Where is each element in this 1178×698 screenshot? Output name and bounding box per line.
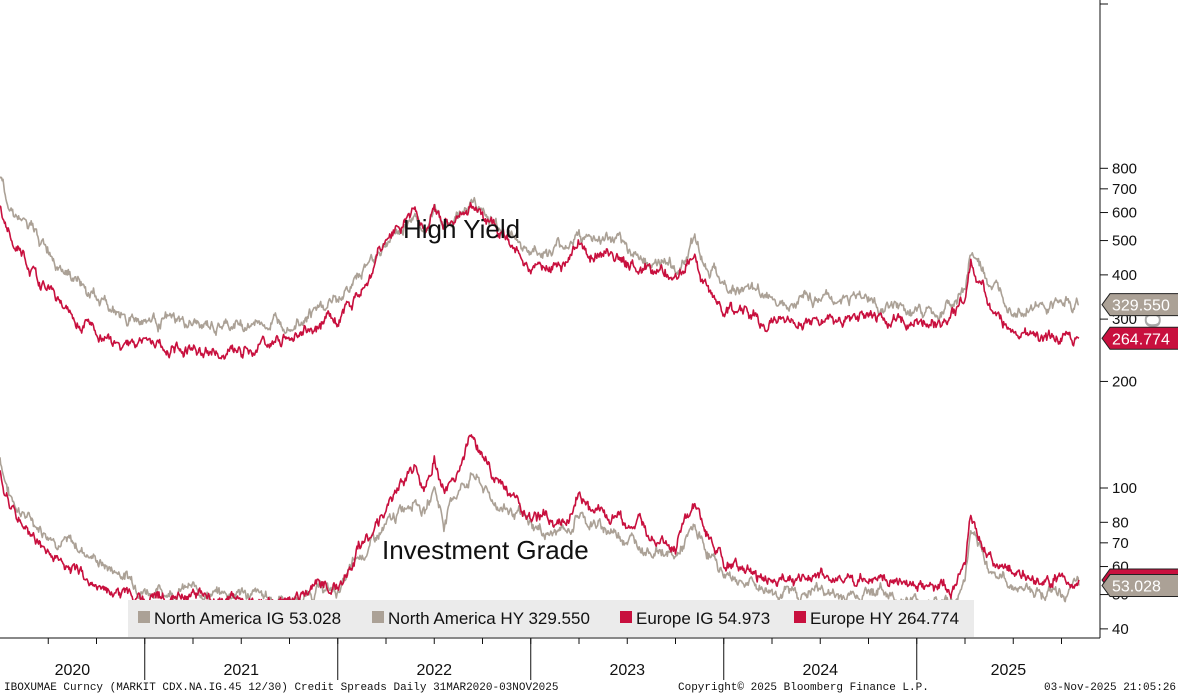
footer-timestamp: 03-Nov-2025 21:05:26 xyxy=(1044,682,1177,694)
x-year-label: 2022 xyxy=(416,662,452,679)
legend-item-north-america-ig: North America IG 53.028 xyxy=(138,609,341,628)
series-line-europe-hy xyxy=(0,202,1080,360)
legend-item-north-america-hy: North America HY 329.550 xyxy=(372,609,590,628)
legend-label: North America IG 53.028 xyxy=(154,609,341,628)
legend-item-europe-hy: Europe HY 264.774 xyxy=(794,609,959,628)
legend-label: North America HY 329.550 xyxy=(388,609,590,628)
legend-swatch xyxy=(372,611,384,623)
y-tick-label: 70 xyxy=(1112,535,1129,552)
legend-box xyxy=(128,600,974,637)
x-year-label: 2024 xyxy=(802,662,838,679)
credit-spreads-chart: 4050607080100200300400500600700800 20202… xyxy=(0,0,1178,680)
annotation-high-yield: High Yield xyxy=(403,214,520,244)
x-year-label: 2020 xyxy=(55,662,91,679)
y-tick-label: 700 xyxy=(1112,181,1137,198)
legend-label: Europe IG 54.973 xyxy=(636,609,770,628)
svg-text:53.028: 53.028 xyxy=(1112,579,1161,596)
y-tick-label: 800 xyxy=(1112,160,1137,177)
legend-label: Europe HY 264.774 xyxy=(810,609,959,628)
x-axis: 2020 2021 2022 2023 2024 2025 xyxy=(47,638,1062,679)
footer-source: IBOXUMAE Curncy (MARKIT CDX.NA.IG.45 12/… xyxy=(4,682,559,694)
year-dividers xyxy=(144,638,918,680)
legend-item-europe-ig: Europe IG 54.973 xyxy=(620,609,770,628)
svg-text:264.774: 264.774 xyxy=(1112,331,1170,348)
y-tick-label: 80 xyxy=(1112,514,1129,531)
y-tick-label: 500 xyxy=(1112,233,1137,250)
y-tick-label: 400 xyxy=(1112,267,1137,284)
y-tick-label: 100 xyxy=(1112,480,1137,497)
series-line-north-america-hy xyxy=(0,176,1079,336)
legend: North America IG 53.028 North America HY… xyxy=(128,600,974,637)
annotation-investment-grade: Investment Grade xyxy=(382,535,589,565)
last-value-tag: 53.028 xyxy=(1101,574,1178,598)
series-line-europe-ig xyxy=(0,434,1080,611)
legend-swatch xyxy=(620,611,632,623)
x-year-label: 2021 xyxy=(223,662,259,679)
last-value-tag: 329.550 xyxy=(1101,293,1178,317)
footer-copyright: Copyright© 2025 Bloomberg Finance L.P. xyxy=(678,682,929,694)
last-value-tag: 264.774 xyxy=(1101,326,1178,350)
legend-swatch xyxy=(138,611,150,623)
y-tick-label: 200 xyxy=(1112,373,1137,390)
x-year-label: 2023 xyxy=(609,662,645,679)
y-tick-label: 40 xyxy=(1112,621,1129,638)
y-axis: 4050607080100200300400500600700800 xyxy=(1100,3,1137,638)
svg-text:329.550: 329.550 xyxy=(1112,298,1170,315)
x-year-label: 2025 xyxy=(991,662,1027,679)
y-tick-label: 600 xyxy=(1112,205,1137,222)
legend-swatch xyxy=(794,611,806,623)
